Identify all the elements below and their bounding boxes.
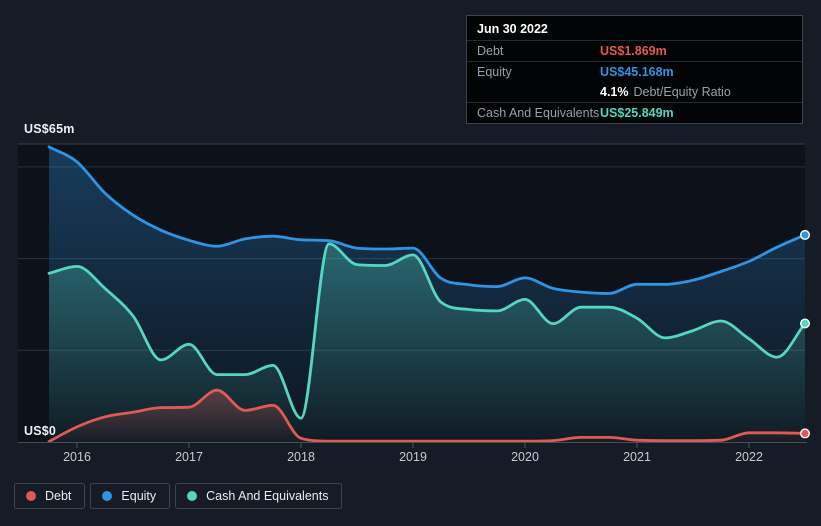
x-tick-label-2022: 2022 <box>735 450 763 464</box>
chart-tooltip: Jun 30 2022 Debt US$1.869m Equity US$45.… <box>466 15 803 124</box>
y-axis-max-label: US$65m <box>24 122 75 136</box>
equity-legend-dot <box>102 491 113 501</box>
tooltip-debt-label: Debt <box>477 44 504 58</box>
x-tick-label-2017: 2017 <box>175 450 203 464</box>
x-tick-label-2016: 2016 <box>63 450 91 464</box>
area-cash-and-equivalents <box>49 243 805 442</box>
line-equity <box>47 145 807 295</box>
line-debt <box>47 388 807 443</box>
y-axis-zero-label: US$0 <box>24 424 57 438</box>
tooltip-row-cash: Cash And Equivalents US$25.849m <box>467 102 802 123</box>
tooltip-date: Jun 30 2022 <box>477 22 548 36</box>
tooltip-row-equity: Equity US$45.168m <box>467 61 802 82</box>
endpoint-marker-cash-and-equivalents <box>800 318 811 329</box>
endpoint-marker-equity <box>800 229 811 240</box>
endpoint-marker-debt <box>800 428 811 439</box>
tooltip-row-debt: Debt US$1.869m <box>467 40 802 61</box>
debt-legend-dot <box>26 491 36 501</box>
area-debt <box>49 390 805 442</box>
x-tick-label-2021: 2021 <box>623 450 651 464</box>
legend-cash-button[interactable]: Cash And Equivalents <box>175 483 343 509</box>
tooltip-row-ratio: 4.1% Debt/Equity Ratio <box>467 82 802 102</box>
cash-legend-dot <box>187 491 198 501</box>
series-legend: Debt Equity Cash And Equivalents <box>14 483 343 509</box>
tooltip-cash-label: Cash And Equivalents <box>477 106 600 120</box>
legend-equity-button[interactable]: Equity <box>90 483 171 509</box>
tooltip-equity-label: Equity <box>477 65 512 79</box>
legend-debt-label: Debt <box>45 489 72 503</box>
line-cash-and-equivalents <box>47 242 807 420</box>
x-tick-label-2019: 2019 <box>399 450 427 464</box>
tooltip-ratio-label: Debt/Equity Ratio <box>633 85 731 99</box>
tooltip-debt-value: US$1.869m <box>600 44 667 58</box>
tooltip-equity-value: US$45.168m <box>600 65 674 79</box>
legend-debt-button[interactable]: Debt <box>14 483 86 509</box>
tooltip-ratio-value: 4.1% <box>600 85 629 99</box>
legend-cash-label: Cash And Equivalents <box>206 489 329 503</box>
legend-equity-label: Equity <box>121 489 157 503</box>
x-tick-label-2018: 2018 <box>287 450 315 464</box>
x-tick-label-2020: 2020 <box>511 450 539 464</box>
tooltip-cash-value: US$25.849m <box>600 106 674 120</box>
